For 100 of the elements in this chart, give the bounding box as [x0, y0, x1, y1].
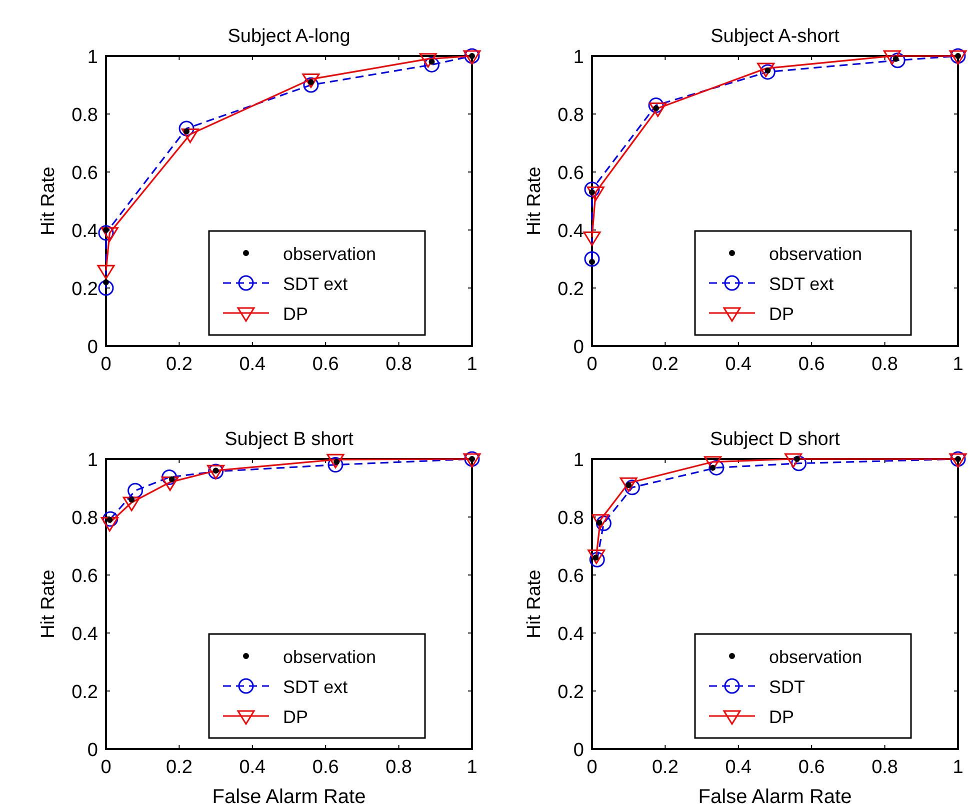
x-tick-label: 0.8 — [386, 757, 412, 778]
legend-label: DP — [283, 304, 308, 324]
x-tick-label: 1 — [952, 757, 964, 778]
legend-label: observation — [769, 647, 862, 667]
y-tick-label: 0.4 — [72, 221, 98, 242]
point — [648, 98, 664, 114]
point — [584, 182, 600, 198]
x-tick-label: 0.8 — [386, 354, 412, 375]
legend-label: DP — [769, 707, 794, 727]
point — [98, 225, 114, 241]
point — [326, 454, 344, 468]
point — [303, 77, 319, 93]
x-tick-label: 0.8 — [872, 757, 898, 778]
y-tick-label: 0.6 — [72, 566, 98, 587]
x-tick-label: 0.6 — [798, 757, 825, 778]
x-tick-label: 0 — [100, 354, 112, 375]
x-tick-label: 0.6 — [312, 757, 339, 778]
y-tick-label: 0 — [87, 740, 98, 761]
y-tick-label: 0.2 — [72, 279, 98, 300]
y-axis-title: Hit Rate — [524, 570, 545, 638]
point — [704, 456, 722, 471]
point — [883, 50, 901, 65]
point — [791, 456, 807, 472]
x-tick-label: 1 — [952, 354, 964, 375]
y-tick-label: 0.8 — [72, 105, 98, 126]
point — [649, 102, 667, 117]
y-tick-label: 0 — [573, 740, 584, 761]
legend-label: SDT — [769, 677, 806, 697]
point — [103, 279, 109, 286]
x-tick-label: 0.4 — [239, 757, 266, 778]
legend-label: observation — [769, 244, 862, 264]
legend-label: observation — [283, 244, 376, 264]
point — [708, 460, 724, 476]
y-tick-label: 0.8 — [558, 508, 584, 529]
y-tick-label: 0.6 — [72, 163, 98, 184]
y-axis-title: Hit Rate — [38, 166, 59, 236]
legend-label: SDT ext — [283, 274, 348, 294]
point — [784, 453, 802, 468]
x-tick-label: 0.6 — [312, 354, 339, 375]
x-tick-label: 1 — [466, 757, 478, 778]
x-tick-label: 0.2 — [652, 757, 678, 778]
point — [710, 464, 716, 471]
x-tick-label: 0 — [586, 354, 598, 375]
point — [584, 251, 600, 267]
y-tick-label: 0.4 — [72, 624, 98, 645]
y-tick-label: 1 — [87, 47, 98, 68]
point — [596, 516, 612, 532]
y-tick-label: 0 — [573, 337, 584, 358]
legend-label: SDT ext — [769, 274, 834, 294]
x-tick-label: 0.2 — [166, 354, 192, 375]
chart-title: Subject A-short — [710, 26, 840, 47]
point — [128, 482, 144, 498]
x-axis-title: False Alarm Rate — [698, 786, 852, 806]
y-axis-title: Hit Rate — [524, 166, 545, 236]
x-tick-label: 0.2 — [166, 757, 192, 778]
y-tick-label: 1 — [87, 450, 98, 471]
legend-label: observation — [283, 647, 376, 667]
point — [583, 232, 601, 246]
y-tick-label: 0.4 — [558, 221, 584, 242]
point — [97, 264, 115, 280]
point — [624, 480, 640, 496]
y-tick-label: 0.2 — [558, 279, 584, 300]
point — [890, 52, 906, 68]
point — [161, 476, 179, 491]
x-tick-label: 0.8 — [872, 354, 898, 375]
point — [328, 457, 344, 473]
x-tick-label: 1 — [466, 354, 478, 375]
point — [586, 186, 604, 202]
y-tick-label: 0.2 — [72, 682, 98, 703]
point — [620, 477, 638, 492]
point — [589, 552, 605, 568]
y-tick-label: 1 — [573, 450, 584, 471]
point — [592, 514, 610, 529]
x-axis-title: False Alarm Rate — [212, 786, 366, 806]
y-tick-label: 0.4 — [558, 624, 584, 645]
legend-label: SDT ext — [283, 677, 348, 697]
y-tick-label: 0.8 — [558, 105, 584, 126]
chart-title: Subject A-long — [228, 26, 350, 47]
chart-title: Subject B short — [224, 429, 354, 450]
point — [98, 280, 114, 296]
point — [102, 511, 118, 527]
x-tick-label: 0 — [100, 757, 112, 778]
point — [100, 227, 118, 242]
legend-label: DP — [769, 304, 794, 324]
point — [302, 73, 320, 88]
y-tick-label: 0.6 — [558, 163, 584, 184]
y-tick-label: 0.8 — [72, 508, 98, 529]
point — [181, 128, 199, 144]
y-tick-label: 0.2 — [558, 682, 584, 703]
point — [122, 496, 140, 512]
x-tick-label: 0 — [586, 757, 598, 778]
y-axis-title: Hit Rate — [38, 570, 59, 638]
point — [178, 120, 194, 136]
point — [128, 496, 135, 503]
x-tick-label: 0.4 — [725, 757, 752, 778]
x-tick-label: 0.2 — [652, 354, 678, 375]
legend-label: DP — [283, 707, 308, 727]
y-tick-label: 0 — [87, 337, 98, 358]
point — [419, 53, 437, 68]
x-tick-label: 0.6 — [798, 354, 825, 375]
